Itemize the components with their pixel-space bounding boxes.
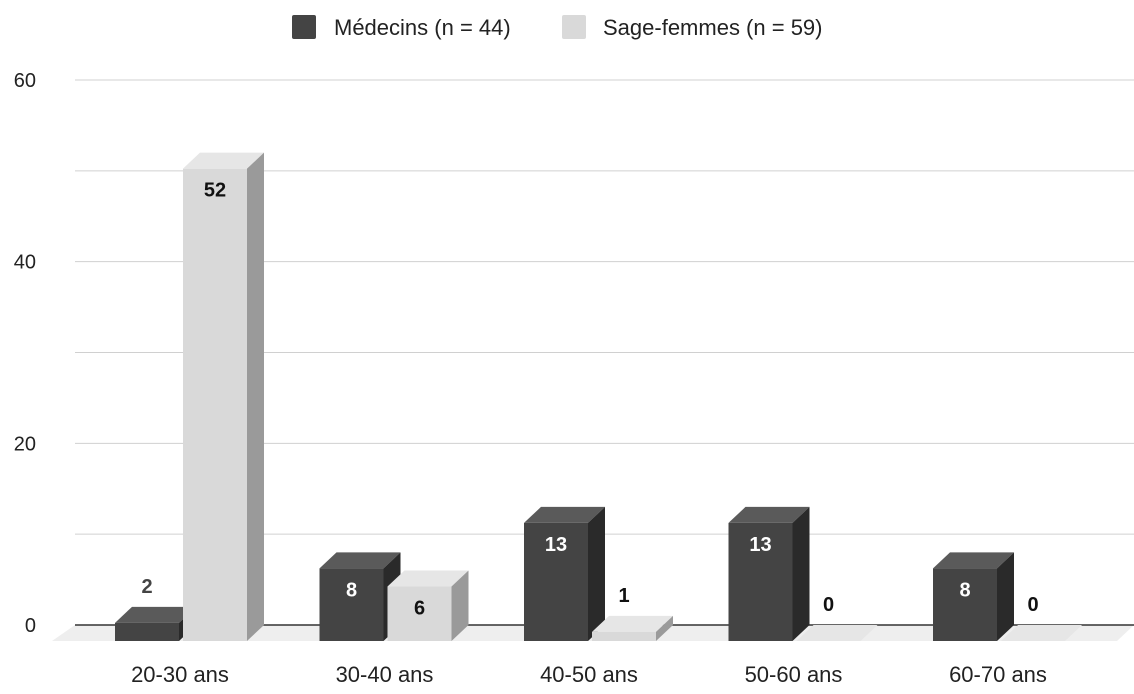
bar-side [247, 153, 264, 641]
x-tick-label: 20-30 ans [131, 662, 229, 687]
x-tick-label: 40-50 ans [540, 662, 638, 687]
x-tick-label: 30-40 ans [336, 662, 434, 687]
data-label: 13 [749, 534, 771, 556]
bar [729, 507, 810, 641]
legend: Médecins (n = 44) Sage-femmes (n = 59) [292, 15, 822, 40]
bar [933, 552, 1014, 641]
x-tick-label: 60-70 ans [949, 662, 1047, 687]
bars [115, 153, 1082, 641]
data-label: 2 [141, 576, 152, 598]
bar [524, 507, 605, 641]
data-label: 6 [414, 598, 425, 620]
x-axis-ticks: 20-30 ans 30-40 ans 40-50 ans 50-60 ans 60-7… [131, 662, 1047, 687]
y-tick-label: 0 [25, 615, 36, 637]
data-label: 0 [823, 594, 834, 616]
bar [388, 571, 469, 642]
legend-swatch-sage-femmes [562, 15, 586, 39]
y-axis-ticks: 0 20 40 60 [14, 70, 36, 637]
data-label: 8 [346, 579, 357, 601]
data-label: 0 [1027, 594, 1038, 616]
data-label: 13 [545, 534, 567, 556]
bar-side [793, 507, 810, 641]
legend-label-medecins: Médecins (n = 44) [334, 15, 511, 40]
x-tick-label: 50-60 ans [745, 662, 843, 687]
data-label: 52 [204, 180, 226, 202]
bar-front [592, 632, 656, 641]
data-label: 8 [959, 579, 970, 601]
bar-front [115, 623, 179, 641]
bar-front [183, 169, 247, 641]
bar [183, 153, 264, 641]
y-tick-label: 40 [14, 252, 36, 274]
y-tick-label: 20 [14, 433, 36, 455]
legend-swatch-medecins [292, 15, 316, 39]
bar-side [588, 507, 605, 641]
data-label: 1 [618, 585, 629, 607]
legend-label-sage-femmes: Sage-femmes (n = 59) [603, 15, 822, 40]
y-tick-label: 60 [14, 70, 36, 92]
